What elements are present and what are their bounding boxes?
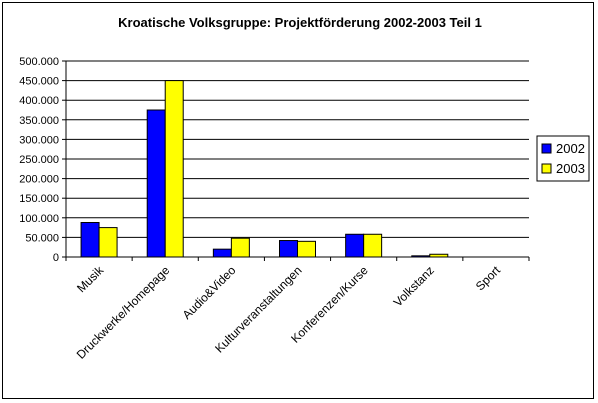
y-tick-label: 500.000: [19, 56, 59, 68]
y-tick-label: 300.000: [19, 134, 59, 146]
bar-2003-0: [98, 227, 118, 258]
x-tick-label: Musik: [74, 263, 107, 296]
axes: [65, 61, 530, 261]
chart-title: Kroatische Volksgruppe: Projektförderung…: [118, 15, 482, 30]
y-tick-label: 0: [53, 252, 59, 264]
legend-label-2003: 2003: [556, 161, 585, 176]
bar-2002-4: [345, 233, 365, 258]
y-tick-label: 50.000: [25, 232, 59, 244]
y-tick-label: 400.000: [19, 95, 59, 107]
x-tick-label: Sport: [473, 263, 504, 294]
y-tick-label: 450.000: [19, 76, 59, 88]
y-tick-label: 100.000: [19, 213, 59, 225]
chart-frame: [2, 2, 594, 399]
bar-2003-3: [297, 240, 316, 258]
x-tick-label: Audio&Video: [180, 263, 239, 322]
y-tick-label: 200.000: [19, 174, 59, 186]
bar-2003-2: [230, 237, 250, 258]
legend-swatch-2002: [541, 143, 552, 154]
legend-swatch-2003: [541, 163, 552, 174]
legend-label-2002: 2002: [556, 141, 585, 156]
y-tick-labels: 0 50.000 100.000 150.000 200.000 250.000 300.0…: [19, 56, 59, 264]
y-tick-label: 250.000: [19, 154, 59, 166]
bar-2002-2: [212, 248, 232, 258]
y-tick-label: 350.000: [19, 115, 59, 127]
bars: [80, 80, 449, 258]
bar-2003-4: [363, 233, 383, 258]
x-tick-label: Volkstanz: [391, 263, 437, 309]
bar-2002-0: [80, 222, 100, 258]
gridlines: [62, 60, 529, 258]
y-tick-label: 150.000: [19, 193, 59, 205]
legend: 2002 2003: [536, 135, 590, 182]
bar-2002-1: [146, 109, 166, 258]
bar-2003-1: [164, 80, 184, 258]
bar-2002-3: [279, 240, 298, 258]
